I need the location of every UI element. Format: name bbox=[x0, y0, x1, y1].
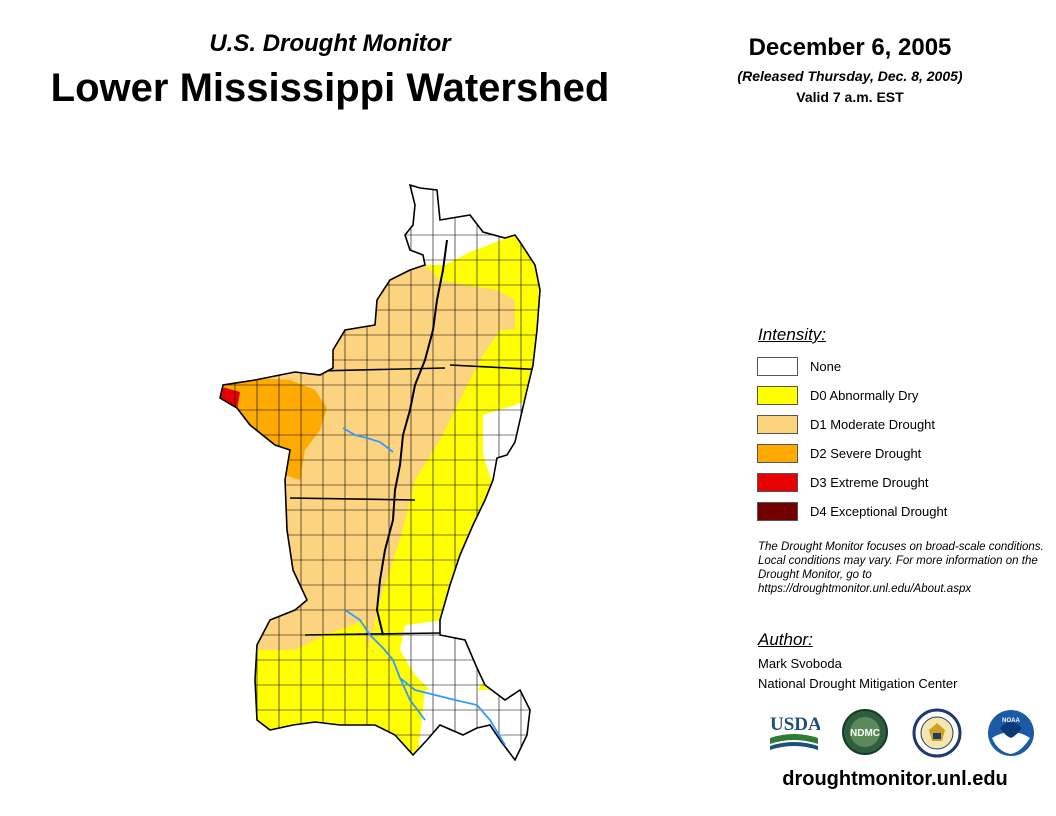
noaa-logo: NOAA bbox=[986, 708, 1036, 758]
legend-item: D2 Severe Drought bbox=[757, 443, 921, 463]
legend-label: D4 Exceptional Drought bbox=[810, 503, 948, 519]
usda-logo: USDA bbox=[768, 708, 822, 758]
map-title: Lower Mississippi Watershed bbox=[50, 66, 610, 110]
author-name: Mark Svoboda bbox=[758, 656, 842, 671]
commerce-seal-logo bbox=[912, 708, 962, 758]
legend-item: D3 Extreme Drought bbox=[757, 472, 929, 492]
ndmc-logo: NDMC bbox=[842, 708, 888, 756]
map-subtitle: U.S. Drought Monitor bbox=[209, 30, 451, 57]
site-url[interactable]: droughtmonitor.unl.edu bbox=[782, 768, 1008, 790]
legend-label: D0 Abnormally Dry bbox=[810, 387, 919, 403]
legend-item: D0 Abnormally Dry bbox=[757, 385, 918, 405]
legend-swatch bbox=[757, 414, 798, 434]
svg-text:NDMC: NDMC bbox=[850, 728, 880, 739]
author-heading: Author: bbox=[758, 630, 813, 649]
legend-label: None bbox=[810, 358, 842, 374]
legend-swatch bbox=[757, 472, 798, 492]
valid-time: Valid 7 a.m. EST bbox=[796, 89, 904, 105]
disclaimer-note: The Drought Monitor focuses on broad-sca… bbox=[758, 541, 1044, 595]
legend-swatch bbox=[757, 501, 798, 521]
legend-item: D4 Exceptional Drought bbox=[757, 501, 947, 521]
legend-swatch bbox=[757, 443, 798, 463]
legend-swatch bbox=[757, 356, 798, 376]
legend-swatch bbox=[757, 385, 798, 405]
release-date: (Released Thursday, Dec. 8, 2005) bbox=[737, 68, 963, 84]
svg-text:USDA: USDA bbox=[770, 714, 820, 735]
legend-item: None bbox=[757, 356, 841, 376]
legend-label: D3 Extreme Drought bbox=[810, 474, 929, 490]
author-organization: National Drought Mitigation Center bbox=[758, 676, 958, 691]
watershed-map bbox=[219, 184, 541, 761]
legend-heading: Intensity: bbox=[758, 325, 827, 344]
map-date: December 6, 2005 bbox=[748, 34, 952, 61]
legend-label: D1 Moderate Drought bbox=[810, 416, 936, 432]
legend-label: D2 Severe Drought bbox=[810, 445, 922, 461]
legend-item: D1 Moderate Drought bbox=[757, 414, 935, 434]
svg-text:NOAA: NOAA bbox=[1002, 718, 1020, 724]
